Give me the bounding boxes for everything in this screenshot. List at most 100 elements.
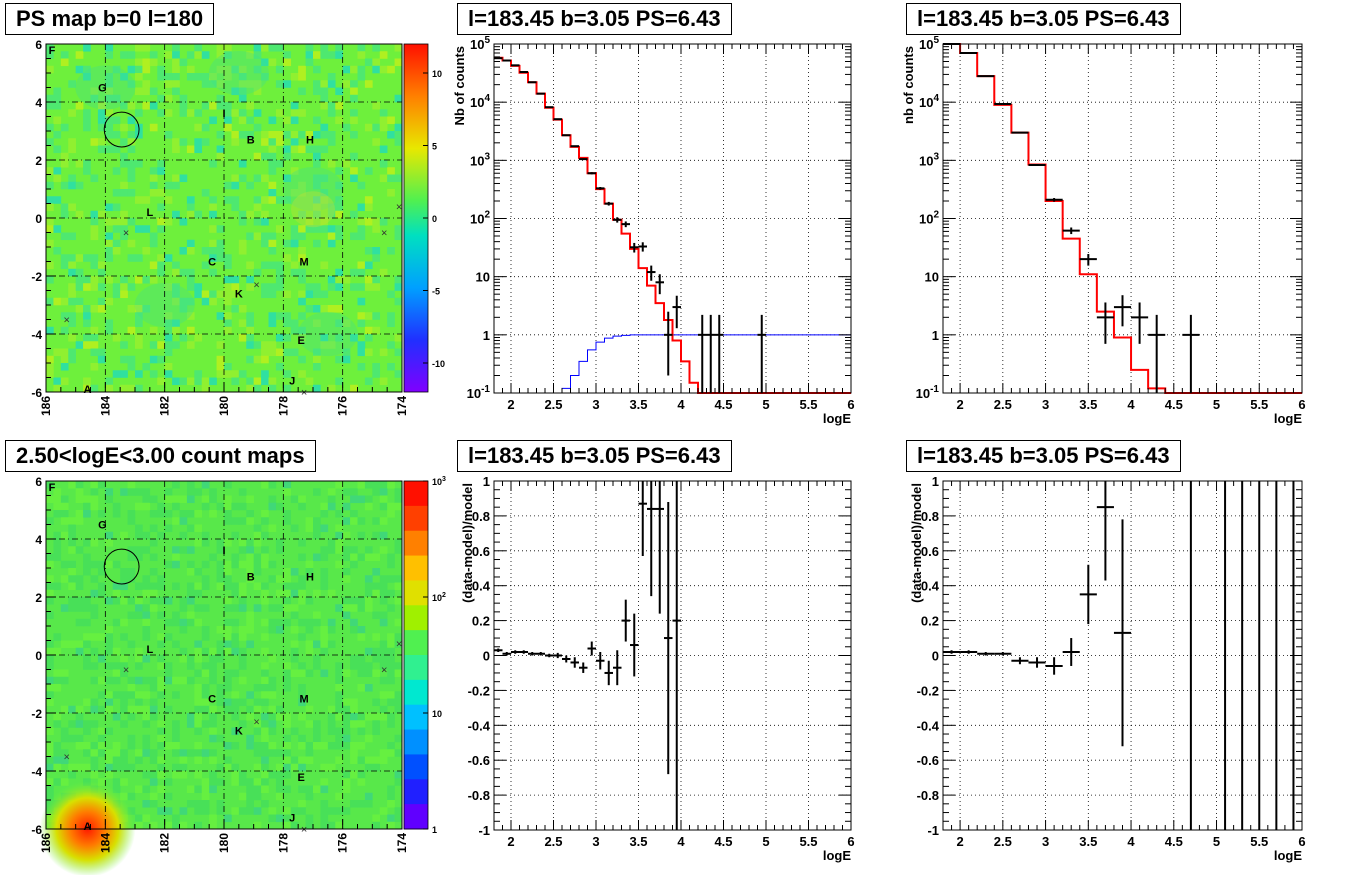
map-pixel <box>394 640 403 649</box>
colorbar-label: 5 <box>432 142 437 152</box>
map-pixel <box>209 254 217 262</box>
data-point <box>562 134 571 137</box>
map-pixel <box>379 705 388 714</box>
map-pixel <box>68 268 76 277</box>
map-pixel <box>253 785 262 794</box>
map-pixel <box>105 116 114 125</box>
map-pixel <box>186 210 195 219</box>
map-pixel <box>357 203 366 212</box>
map-pixel <box>216 65 225 74</box>
map-pixel <box>97 691 106 699</box>
map-pixel <box>149 123 158 132</box>
y-tick-label: 6 <box>35 38 42 52</box>
map-pixel <box>105 676 114 685</box>
map-pixel <box>216 341 225 349</box>
map-pixel <box>90 210 99 219</box>
y-tick-label: 0.6 <box>472 544 490 559</box>
map-pixel <box>201 531 210 540</box>
map-pixel <box>127 553 136 562</box>
map-pixel <box>238 662 247 670</box>
map-pixel <box>135 196 143 204</box>
map-pixel <box>149 326 158 335</box>
map-pixel <box>261 676 269 685</box>
map-pixel <box>112 290 121 299</box>
map-pixel <box>112 334 121 342</box>
residual-point <box>655 481 664 614</box>
map-pixel <box>209 297 217 306</box>
map-pixel <box>97 123 106 132</box>
source-cross: × <box>381 665 387 677</box>
map-pixel <box>357 597 366 605</box>
map-pixel <box>68 254 76 262</box>
map-pixel <box>201 669 210 678</box>
map-pixel <box>201 502 210 511</box>
colorbar-label: -10 <box>432 359 445 369</box>
map-pixel <box>112 370 121 378</box>
map-pixel <box>68 640 76 649</box>
map-pixel <box>290 626 299 634</box>
map-pixel <box>164 51 173 59</box>
map-pixel <box>75 297 84 306</box>
map-pixel <box>335 334 343 342</box>
data-point <box>698 314 707 393</box>
map-pixel <box>313 174 321 183</box>
map-pixel <box>268 676 277 685</box>
map-pixel <box>298 290 306 299</box>
map-pixel <box>142 800 151 808</box>
map-pixel <box>216 312 225 320</box>
map-pixel <box>164 370 173 378</box>
map-pixel <box>253 742 262 750</box>
map-pixel <box>209 814 217 823</box>
map-pixel <box>97 655 106 663</box>
map-pixel <box>194 800 203 808</box>
source-cross: × <box>123 228 129 240</box>
map-pixel <box>379 647 388 656</box>
map-pixel <box>298 268 306 277</box>
y-tick-label: -4 <box>31 328 42 342</box>
map-pixel <box>290 647 299 656</box>
map-pixel <box>372 821 381 830</box>
map-pixel <box>53 377 62 386</box>
colorbar-band <box>404 505 428 532</box>
map-pixel <box>261 283 269 291</box>
map-pixel <box>149 370 158 378</box>
map-pixel <box>60 51 69 59</box>
source-cross: × <box>64 752 70 764</box>
map-pixel <box>350 662 358 670</box>
colorbar-label: 103 <box>432 476 446 487</box>
map-pixel <box>350 109 358 117</box>
map-pixel <box>120 633 128 641</box>
map-pixel <box>179 102 188 110</box>
map-pixel <box>97 305 106 313</box>
map-pixel <box>97 749 106 757</box>
map-pixel <box>246 312 254 320</box>
map-pixel <box>238 218 247 226</box>
map-pixel <box>120 756 128 765</box>
map-pixel <box>313 239 321 248</box>
map-pixel <box>238 319 247 328</box>
map-pixel <box>290 640 299 649</box>
map-pixel <box>142 749 151 757</box>
map-pixel <box>372 763 381 772</box>
map-pixel <box>357 626 366 634</box>
map-pixel <box>53 669 62 678</box>
map-pixel <box>305 568 314 576</box>
map-pixel <box>127 174 136 183</box>
map-pixel <box>105 276 114 284</box>
source-label: H <box>306 572 314 584</box>
map-pixel <box>275 814 284 823</box>
map-pixel <box>387 312 395 320</box>
map-pixel <box>231 276 240 284</box>
x-tick-label: 2.5 <box>994 397 1012 412</box>
map-pixel <box>313 305 321 313</box>
map-pixel <box>313 196 321 204</box>
map-pixel <box>298 800 306 808</box>
map-pixel <box>357 742 366 750</box>
map-pixel <box>194 756 203 765</box>
map-pixel <box>364 283 373 291</box>
map-pixel <box>201 261 210 270</box>
data-point <box>757 314 766 393</box>
map-pixel <box>201 604 210 612</box>
map-pixel <box>46 65 54 74</box>
map-pixel <box>231 283 240 291</box>
